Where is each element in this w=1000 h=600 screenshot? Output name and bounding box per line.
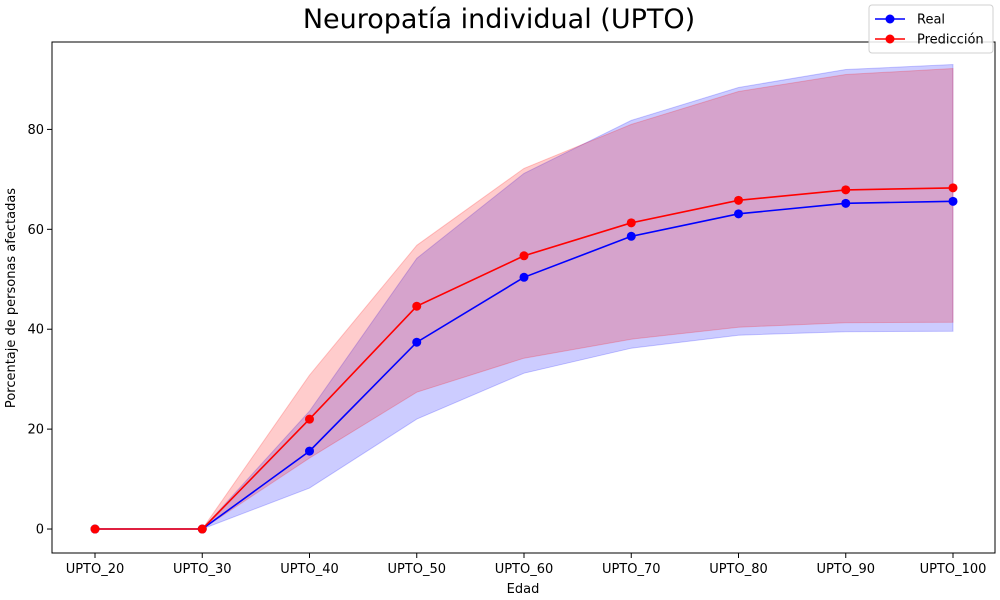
y-axis: 0 20 40 60 80 xyxy=(27,123,52,538)
x-axis: UPTO_20 UPTO_30 UPTO_40 UPTO_50 UPTO_60 UPTO_… xyxy=(66,553,987,577)
y-tick-label: 80 xyxy=(27,123,44,138)
y-tick-label: 40 xyxy=(27,323,44,338)
point-predicci-n-2 xyxy=(305,414,314,424)
series-points xyxy=(90,183,958,534)
x-tick-label: UPTO_60 xyxy=(495,562,554,577)
chart-title: Neuropatía individual (UPTO) xyxy=(303,4,695,35)
point-real-6 xyxy=(734,209,743,219)
point-real-3 xyxy=(412,337,422,347)
y-tick-label: 20 xyxy=(27,423,44,438)
point-predicci-n-6 xyxy=(734,195,743,205)
x-tick-label: UPTO_80 xyxy=(709,562,768,577)
legend: Real Predicción xyxy=(868,4,994,54)
point-predicci-n-7 xyxy=(841,185,851,195)
legend-box xyxy=(868,4,994,54)
x-tick-label: UPTO_100 xyxy=(920,562,987,577)
y-tick-label: 0 xyxy=(36,523,44,538)
x-tick-label: UPTO_70 xyxy=(602,562,661,577)
legend-label-predicci-n: Predicción xyxy=(917,33,984,48)
x-tick-label: UPTO_40 xyxy=(280,562,339,577)
x-axis-label: Edad xyxy=(507,582,540,597)
point-predicci-n-8 xyxy=(948,183,958,193)
legend-label-real: Real xyxy=(917,13,945,28)
point-predicci-n-1 xyxy=(197,524,207,534)
band-predicci-n xyxy=(95,67,954,530)
point-predicci-n-3 xyxy=(412,301,422,311)
confidence-bands xyxy=(95,63,954,530)
x-tick-label: UPTO_30 xyxy=(173,562,232,577)
y-tick-label: 60 xyxy=(27,223,44,238)
y-axis-label: Porcentaje de personas afectadas xyxy=(4,188,19,408)
point-real-2 xyxy=(305,446,314,456)
x-tick-label: UPTO_90 xyxy=(816,562,875,577)
x-tick-label: UPTO_50 xyxy=(387,562,446,577)
point-predicci-n-5 xyxy=(626,218,636,228)
point-real-4 xyxy=(519,272,529,282)
point-predicci-n-4 xyxy=(519,251,529,261)
point-real-8 xyxy=(948,196,958,206)
legend-marker-predicci-n xyxy=(885,34,895,44)
point-predicci-n-0 xyxy=(90,524,100,534)
x-tick-label: UPTO_20 xyxy=(66,562,125,577)
point-real-5 xyxy=(626,231,636,241)
legend-marker-real xyxy=(885,14,895,24)
point-real-7 xyxy=(841,198,851,208)
